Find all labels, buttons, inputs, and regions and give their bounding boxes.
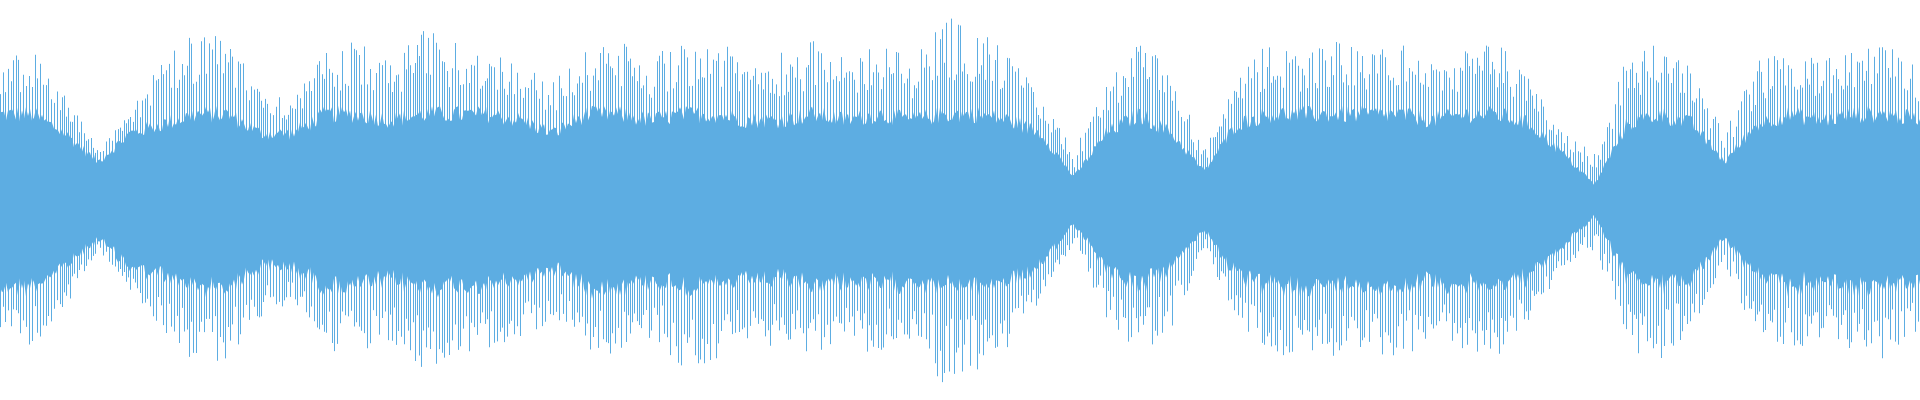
waveform-bars: [0, 18, 1920, 383]
